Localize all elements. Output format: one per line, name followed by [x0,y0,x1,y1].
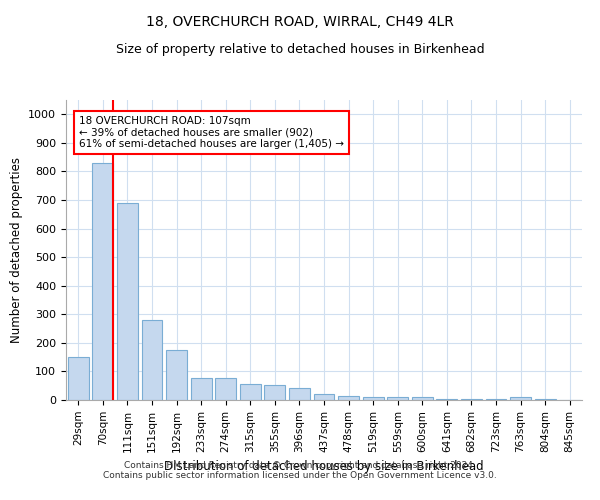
Bar [215,378,236,400]
Text: Size of property relative to detached houses in Birkenhead: Size of property relative to detached ho… [116,42,484,56]
Bar [166,350,187,400]
Bar [117,203,138,400]
Bar [142,320,163,400]
Bar [387,397,408,400]
Bar [68,357,89,400]
Bar [338,396,359,400]
Bar [362,396,383,400]
Text: 18 OVERCHURCH ROAD: 107sqm
← 39% of detached houses are smaller (902)
61% of sem: 18 OVERCHURCH ROAD: 107sqm ← 39% of deta… [79,116,344,149]
Bar [314,394,334,400]
Bar [240,384,261,400]
Bar [510,397,531,400]
Bar [412,397,433,400]
Bar [191,378,212,400]
Bar [92,163,113,400]
Bar [265,385,286,400]
Y-axis label: Number of detached properties: Number of detached properties [10,157,23,343]
Text: 18, OVERCHURCH ROAD, WIRRAL, CH49 4LR: 18, OVERCHURCH ROAD, WIRRAL, CH49 4LR [146,15,454,29]
Text: Contains HM Land Registry data © Crown copyright and database right 2024.
Contai: Contains HM Land Registry data © Crown c… [103,460,497,480]
Bar [289,388,310,400]
X-axis label: Distribution of detached houses by size in Birkenhead: Distribution of detached houses by size … [164,460,484,473]
